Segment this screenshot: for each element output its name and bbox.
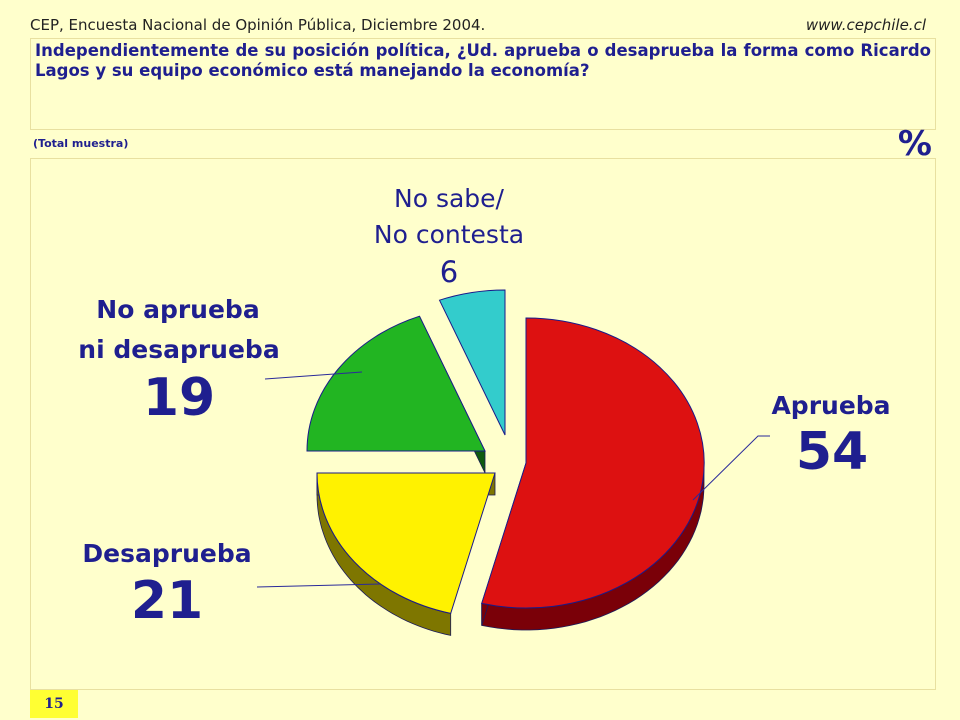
chart-area [30,158,936,690]
leader-line-neutral [264,371,363,380]
unit-label: % [897,124,932,164]
sample-note: (Total muestra) [33,137,129,150]
label-aprueba-name: Aprueba [771,391,890,420]
question-box: Independientemente de su posición políti… [30,38,936,130]
label-neutral-value: 19 [143,368,215,428]
website-url[interactable]: www.cepchile.cl [805,16,926,34]
label-neutral-line1: No aprueba [96,295,259,324]
pie-slices [306,289,705,636]
label-nsnc-line2: No contesta [374,220,524,249]
label-aprueba-value: 54 [796,422,868,482]
label-nsnc-value: 6 [440,255,458,289]
leader-line-desaprueba [256,583,381,588]
survey-source: CEP, Encuesta Nacional de Opinión Públic… [30,16,486,34]
pie-slice-desaprueba [316,472,496,614]
question-text: Independientemente de su posición políti… [35,41,931,80]
page-number: 15 [30,690,78,718]
label-neutral-line2: ni desaprueba [78,335,279,364]
pie-slice-no-sabe-no-contesta [438,289,506,436]
pie-slice-aprueba [481,317,705,609]
label-nsnc-line1: No sabe/ [394,184,505,213]
label-desaprueba-name: Desaprueba [82,539,251,568]
leader-line-aprueba [692,435,770,501]
pie-slice-no-aprueba-ni-desaprueba [306,315,486,452]
leader-lines [256,371,770,588]
label-desaprueba-value: 21 [131,571,203,631]
